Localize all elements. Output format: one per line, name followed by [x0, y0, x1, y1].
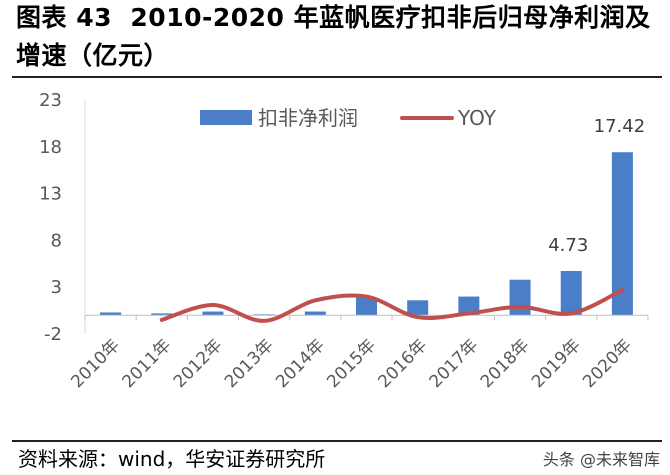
x-tick-label: 2014年: [272, 335, 329, 392]
x-tick-label: 2019年: [528, 335, 585, 392]
top-rule: [12, 76, 662, 78]
bar: [611, 152, 633, 316]
bar: [407, 300, 429, 316]
bar: [202, 311, 224, 316]
x-tick-label: 2010年: [67, 335, 124, 392]
figure-title-line-2: 增速（亿元）: [16, 41, 170, 70]
line-series-yoy: [159, 288, 625, 323]
bar: [560, 271, 582, 316]
source-note: 资料来源：wind，华安证券研究所: [18, 447, 326, 471]
x-tick-label: 2015年: [323, 335, 380, 392]
x-tick-label: 2017年: [426, 335, 483, 392]
data-labels: 4.73 17.42: [548, 116, 645, 256]
y-tick-label: 3: [51, 277, 62, 298]
data-label: 17.42: [594, 116, 646, 137]
yoy-line: [159, 288, 625, 323]
bar: [100, 312, 122, 316]
net-profit-chart: 23 18 13 8 3 -2 2010年2011年2012年2013年2014年2015…: [39, 90, 649, 392]
legend-swatch-net-profit: [200, 110, 252, 125]
y-tick-label: 23: [39, 90, 62, 111]
bar: [356, 297, 377, 316]
y-tick-label: 13: [39, 184, 62, 205]
legend-label-net-profit: 扣非净利润: [258, 106, 358, 130]
x-axis: 2010年2011年2012年2013年2014年2015年2016年2017年…: [67, 314, 649, 392]
y-tick-label: -2: [44, 324, 62, 345]
x-tick-label: 2016年: [374, 335, 431, 392]
x-tick-label: 2011年: [119, 335, 176, 392]
bottom-rule: [12, 440, 662, 442]
legend: 扣非净利润 YOY: [200, 106, 497, 130]
data-label: 4.73: [548, 235, 588, 256]
y-tick-label: 8: [51, 230, 62, 251]
x-tick-label: 2020年: [579, 335, 636, 392]
bar: [458, 296, 480, 316]
figure-title-line-1: 图表 43 2010-2020 年蓝帆医疗扣非后归母净利润及: [16, 3, 651, 32]
y-tick-label: 18: [39, 137, 62, 158]
bar: [509, 279, 531, 316]
bar: [304, 311, 326, 316]
x-tick-label: 2018年: [477, 335, 534, 392]
watermark: 头条 @未来智库: [542, 450, 660, 469]
bar-series-net-profit: [100, 152, 633, 316]
x-tick-label: 2012年: [170, 335, 227, 392]
legend-label-yoy: YOY: [457, 106, 497, 130]
bar: [151, 313, 173, 316]
axes: 23 18 13 8 3 -2: [39, 90, 86, 345]
x-tick-label: 2013年: [221, 335, 278, 392]
